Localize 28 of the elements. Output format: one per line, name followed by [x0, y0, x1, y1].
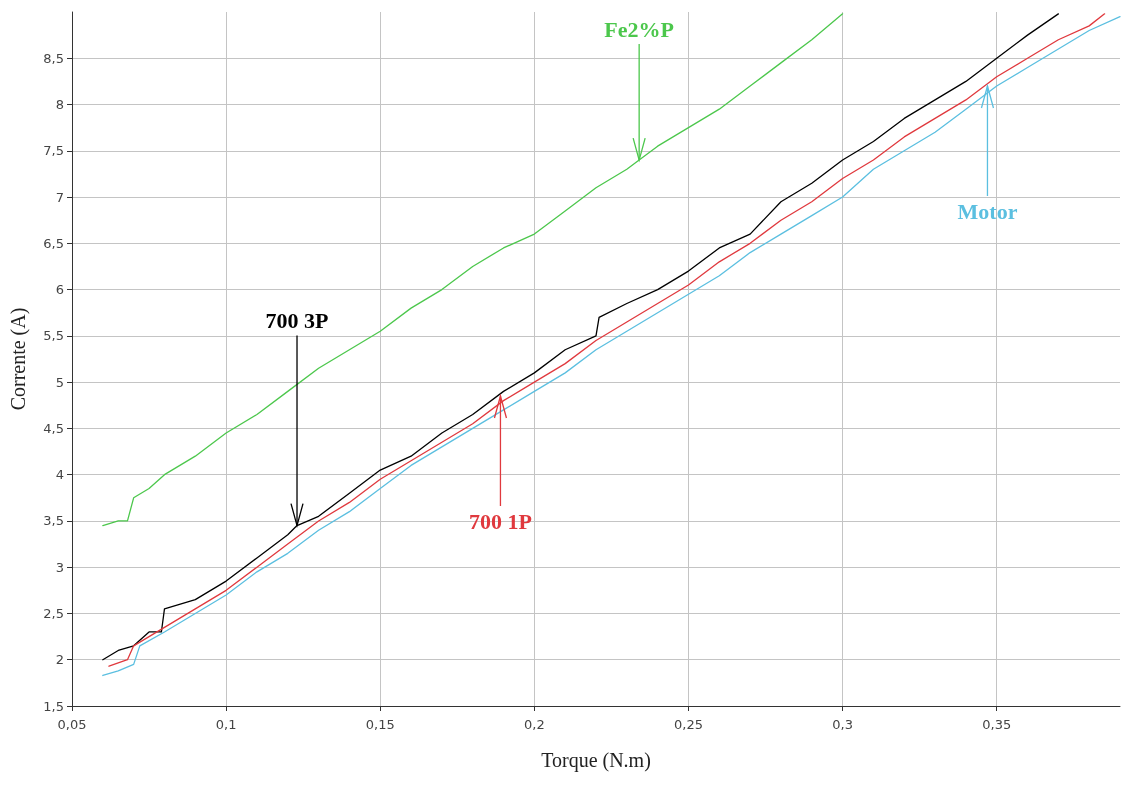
y-tick-label: 3 — [55, 559, 64, 575]
y-tick-label: 2,5 — [43, 605, 64, 621]
y-tick-label: 8,5 — [43, 50, 64, 66]
x-tick-label: 0,2 — [524, 717, 545, 732]
x-tick-label: 0,35 — [982, 717, 1012, 732]
y-axis-title: Corrente (A) — [7, 307, 30, 411]
y-tick-label: 6,5 — [43, 235, 64, 251]
y-tick-label: 7,5 — [43, 143, 64, 159]
annotation: 700 1P — [468, 508, 532, 534]
x-tick-label: 0,15 — [365, 717, 395, 732]
annotation: Motor — [957, 198, 1018, 224]
y-tick-label: 5 — [55, 374, 64, 390]
y-tick-label: 6 — [55, 282, 64, 298]
y-tick-label: 1,5 — [43, 698, 64, 714]
annotation: 700 3P — [265, 308, 329, 334]
x-tick-label: 0,3 — [832, 717, 853, 732]
y-tick-label: 8 — [55, 97, 64, 113]
x-tick-label: 0,25 — [673, 717, 703, 732]
y-tick-label: 3,5 — [43, 513, 64, 529]
y-tick-label: 2 — [55, 652, 64, 668]
x-axis-title: Torque (N.m) — [541, 749, 651, 772]
annotation: Fe2%P — [604, 16, 674, 42]
y-tick-label: 4 — [55, 467, 64, 483]
y-tick-label: 5,5 — [43, 328, 64, 344]
y-tick-label: 4,5 — [43, 420, 64, 436]
x-tick-label: 0,05 — [57, 717, 87, 732]
y-tick-label: 7 — [55, 189, 64, 205]
x-tick-label: 0,1 — [215, 717, 237, 732]
